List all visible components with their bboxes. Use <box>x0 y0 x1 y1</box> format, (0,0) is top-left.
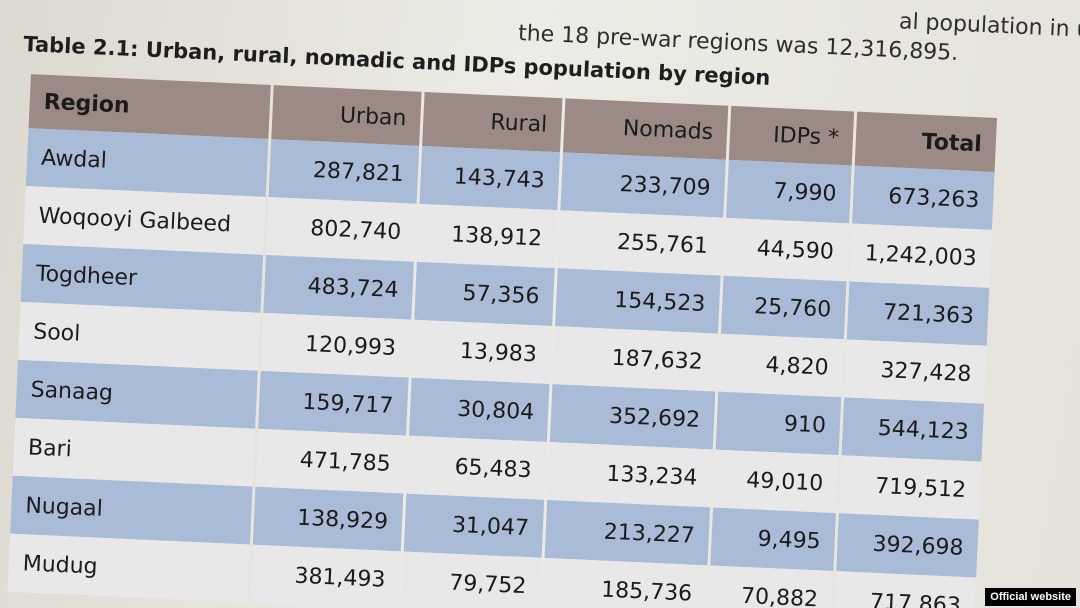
urban-cell: 802,740 <box>266 197 417 262</box>
header-urban: Urban <box>271 85 422 146</box>
idps-cell: 49,010 <box>713 449 839 514</box>
region-cell: Awdal <box>25 128 269 197</box>
header-idps: IDPs * <box>728 105 855 166</box>
nomads-cell: 187,632 <box>552 326 718 392</box>
nomads-cell: 255,761 <box>557 210 724 276</box>
urban-cell: 287,821 <box>268 139 420 204</box>
urban-cell: 483,724 <box>263 254 414 320</box>
rural-cell: 30,804 <box>408 377 550 442</box>
region-cell: Togdheer <box>20 243 264 313</box>
urban-cell: 381,493 <box>250 544 401 608</box>
official-website-badge: Official website <box>985 588 1076 606</box>
rural-cell: 57,356 <box>414 261 555 327</box>
total-cell: 673,263 <box>852 165 995 230</box>
urban-cell: 471,785 <box>255 428 406 494</box>
total-cell: 392,698 <box>836 513 979 578</box>
idps-cell: 910 <box>715 391 842 456</box>
nomads-cell: 352,692 <box>549 384 716 450</box>
rural-cell: 79,752 <box>401 551 542 608</box>
urban-cell: 159,717 <box>258 370 409 436</box>
urban-cell: 138,929 <box>252 486 404 552</box>
total-cell: 717,863 <box>833 571 977 608</box>
nomads-cell: 233,709 <box>560 152 726 218</box>
header-total: Total <box>854 111 998 172</box>
idps-cell: 4,820 <box>718 333 844 398</box>
urban-cell: 120,993 <box>260 312 412 378</box>
nomads-cell: 154,523 <box>555 268 721 334</box>
idps-cell: 9,495 <box>710 507 836 572</box>
region-cell: Nugaal <box>10 475 253 545</box>
total-cell: 327,428 <box>844 339 987 404</box>
region-cell: Mudug <box>7 533 250 603</box>
nomads-cell: 133,234 <box>547 442 713 508</box>
idps-cell: 70,882 <box>707 565 834 608</box>
rural-cell: 13,983 <box>411 319 553 384</box>
idps-cell: 7,990 <box>726 159 852 224</box>
rural-cell: 31,047 <box>403 493 545 558</box>
idps-cell: 25,760 <box>720 275 847 340</box>
population-table: Region Urban Rural Nomads IDPs * Total A… <box>5 74 1000 608</box>
rural-cell: 143,743 <box>419 145 560 211</box>
nomads-cell: 213,227 <box>544 499 711 566</box>
total-cell: 719,512 <box>838 455 982 520</box>
rural-cell: 138,912 <box>416 203 558 269</box>
header-nomads: Nomads <box>562 98 729 160</box>
nomads-cell: 185,736 <box>541 557 708 608</box>
idps-cell: 44,590 <box>723 217 850 282</box>
region-cell: Woqooyi Galbeed <box>23 186 266 255</box>
region-cell: Bari <box>12 417 256 487</box>
region-cell: Sool <box>18 301 261 371</box>
total-cell: 721,363 <box>846 281 990 346</box>
total-cell: 544,123 <box>841 397 985 462</box>
total-cell: 1,242,003 <box>849 223 992 288</box>
region-cell: Sanaag <box>15 359 258 429</box>
rural-cell: 65,483 <box>406 435 547 500</box>
header-rural: Rural <box>422 92 563 153</box>
population-table-wrapper: Region Urban Rural Nomads IDPs * Total A… <box>5 74 1000 608</box>
